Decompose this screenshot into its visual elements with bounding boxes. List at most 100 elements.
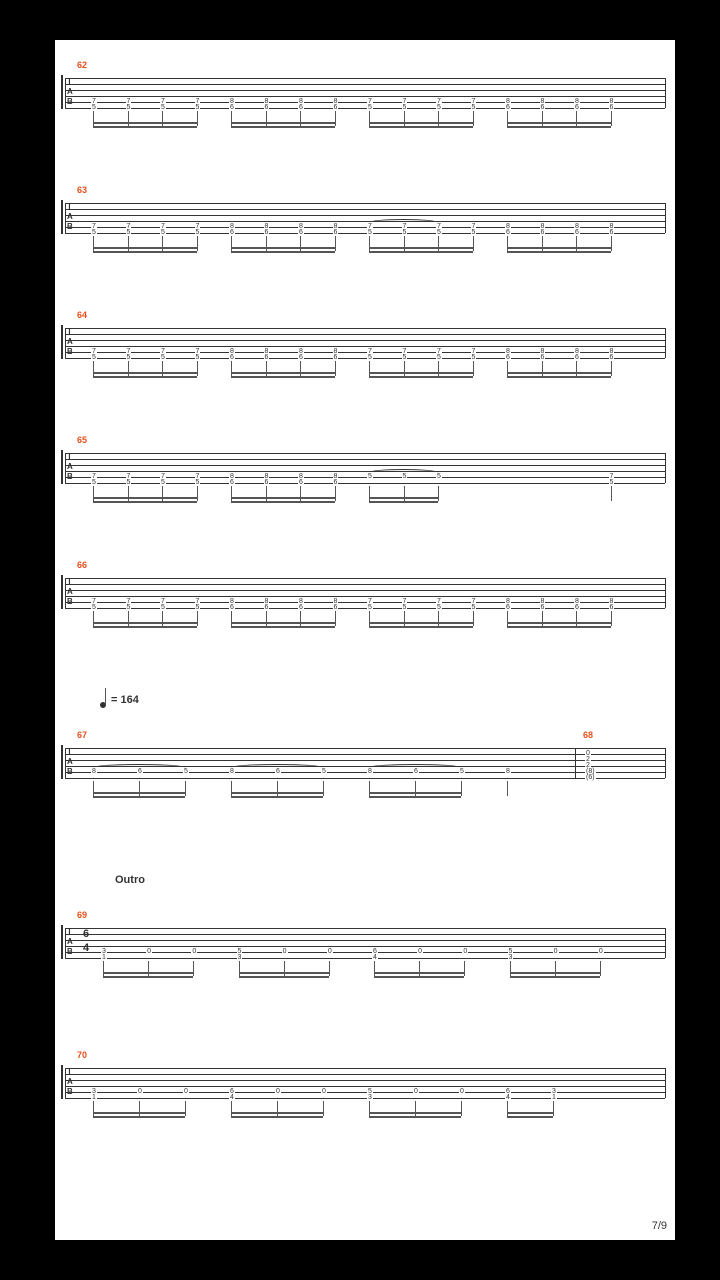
beam <box>507 122 611 124</box>
tab-clef-letter: B <box>67 947 73 956</box>
beam <box>369 372 473 374</box>
beam <box>93 122 197 124</box>
measure-number: 66 <box>77 560 87 570</box>
note-stem <box>611 236 612 251</box>
tab-clef-letter: B <box>67 222 73 231</box>
beam <box>231 251 335 253</box>
tab-clef-letter: A <box>67 1077 73 1086</box>
fret-number: 0 <box>459 1089 465 1095</box>
tie <box>369 764 461 771</box>
fret-number: (6) <box>585 775 596 781</box>
staff-line <box>65 209 665 210</box>
section-label: Outro <box>115 874 145 886</box>
beam <box>510 972 600 974</box>
staff-line <box>65 346 665 347</box>
beam <box>507 376 611 378</box>
staff-line <box>65 477 665 478</box>
note-stem <box>464 961 465 976</box>
beam <box>93 126 197 128</box>
tab-clef-letter: B <box>67 97 73 106</box>
beam <box>369 501 438 503</box>
beam <box>231 247 335 249</box>
beam <box>93 372 197 374</box>
beam <box>93 501 197 503</box>
tab-clef-letter: A <box>67 337 73 346</box>
staff-line <box>65 96 665 97</box>
note-stem <box>438 486 439 501</box>
measure-number: 67 <box>77 730 87 740</box>
barline <box>65 928 66 958</box>
staff-line <box>65 453 665 454</box>
tie <box>93 764 185 771</box>
beam <box>507 1116 553 1118</box>
beam <box>507 247 611 249</box>
beam <box>231 376 335 378</box>
beam <box>231 792 323 794</box>
fret-number: 0 <box>417 949 423 955</box>
staff-line <box>65 334 665 335</box>
beam <box>239 976 329 978</box>
time-signature: 6 <box>83 928 89 940</box>
note-stem <box>473 361 474 376</box>
measure-number: 64 <box>77 310 87 320</box>
beam <box>93 247 197 249</box>
beam <box>93 622 197 624</box>
note-stem <box>329 961 330 976</box>
beam <box>507 1112 553 1114</box>
fret-number: 0 <box>462 949 468 955</box>
page-number: 7/9 <box>652 1220 667 1232</box>
staff-line <box>65 940 665 941</box>
staff-line <box>65 928 665 929</box>
beam <box>93 376 197 378</box>
staff-line <box>65 1080 665 1081</box>
note-stem <box>507 781 508 796</box>
staff-line <box>65 340 665 341</box>
note-stem <box>197 611 198 626</box>
staff-line <box>65 203 665 204</box>
tab-clef-letter: B <box>67 767 73 776</box>
measure-number: 68 <box>583 730 593 740</box>
tab-clef-letter: T <box>67 327 72 336</box>
staff-line <box>65 215 665 216</box>
note-stem <box>553 1101 554 1116</box>
barline <box>65 748 66 778</box>
beam <box>510 976 600 978</box>
system-bracket <box>61 75 63 109</box>
tab-clef-letter: B <box>67 347 73 356</box>
beam <box>369 251 473 253</box>
staff-line <box>65 590 665 591</box>
tab-clef-letter: A <box>67 757 73 766</box>
fret-number: 0 <box>598 949 604 955</box>
note-stem <box>185 1101 186 1116</box>
beam <box>507 372 611 374</box>
beam <box>369 1112 461 1114</box>
note-stem <box>473 611 474 626</box>
barline <box>665 928 666 958</box>
beam <box>231 626 335 628</box>
system-bracket <box>61 925 63 959</box>
note-stem <box>185 781 186 796</box>
note-stem <box>197 111 198 126</box>
beam <box>369 1116 461 1118</box>
fret-number: 0 <box>146 949 152 955</box>
beam <box>231 501 335 503</box>
beam <box>231 122 335 124</box>
staff-line <box>65 84 665 85</box>
note-stem <box>197 361 198 376</box>
staff-line <box>65 584 665 585</box>
system-bracket <box>61 575 63 609</box>
tab-clef-letter: A <box>67 587 73 596</box>
beam <box>231 796 323 798</box>
fret-number: 0 <box>191 949 197 955</box>
tab-clef-letter: T <box>67 577 72 586</box>
note-stem <box>461 781 462 796</box>
note-stem <box>473 236 474 251</box>
barline <box>665 1068 666 1098</box>
beam <box>103 976 193 978</box>
staff-line <box>65 578 665 579</box>
note-stem <box>611 611 612 626</box>
staff-line <box>65 90 665 91</box>
tempo-marking: = 164 <box>111 694 139 706</box>
beam <box>369 122 473 124</box>
system-bracket <box>61 450 63 484</box>
